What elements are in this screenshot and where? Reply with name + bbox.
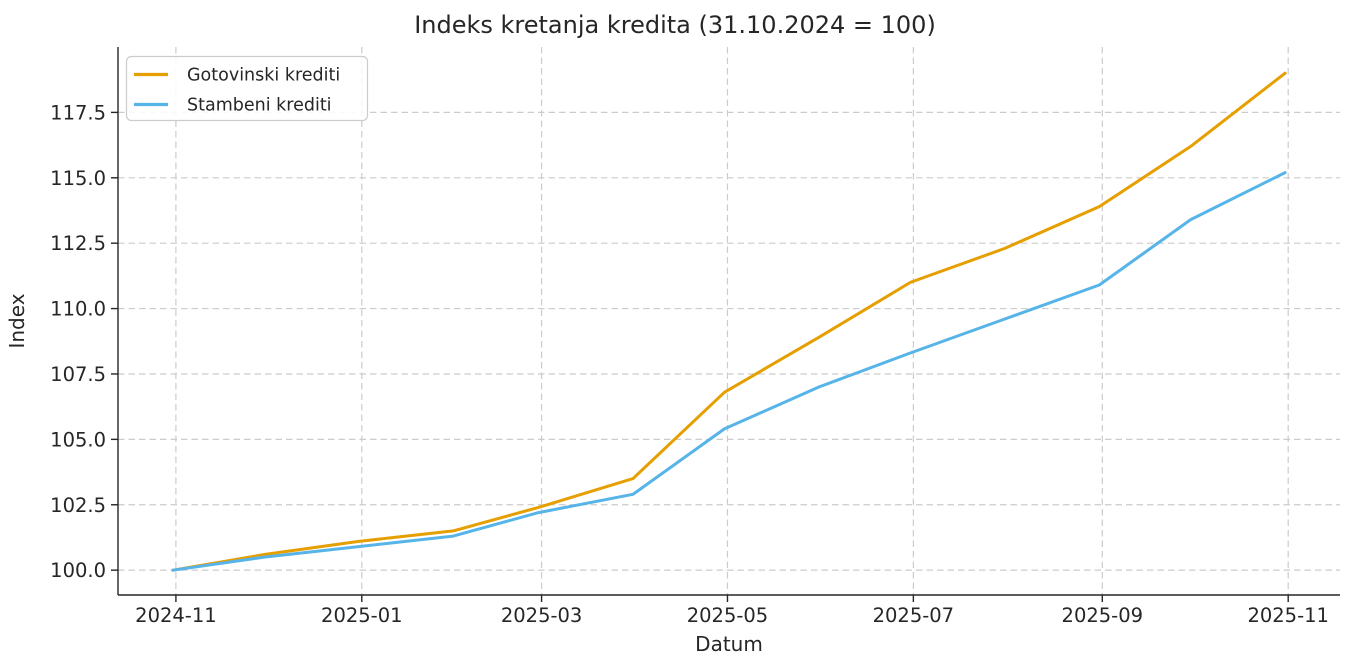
x-tick-label: 2025-09 <box>1062 604 1143 627</box>
y-tick-label: 115.0 <box>50 167 106 190</box>
x-tick-label: 2025-01 <box>321 604 402 627</box>
x-tick-label: 2025-11 <box>1247 604 1328 627</box>
x-tick-label: 2025-07 <box>873 604 954 627</box>
legend-label-gotovinski: Gotovinski krediti <box>187 66 340 86</box>
x-tick-label: 2024-11 <box>135 604 216 627</box>
series-line-gotovinski-krediti <box>171 71 1287 572</box>
series-lines <box>171 71 1287 572</box>
legend: Gotovinski krediti Stambeni krediti <box>125 55 369 122</box>
x-tick-label: 2025-05 <box>687 604 768 627</box>
gridlines <box>118 47 1340 595</box>
axes-spines <box>117 47 1340 596</box>
y-tick-label: 107.5 <box>50 363 106 386</box>
x-axis-label: Datum <box>695 632 763 656</box>
x-tick-label: 2025-03 <box>501 604 582 627</box>
y-tick-label: 102.5 <box>50 494 106 517</box>
axis-ticks <box>111 111 1289 602</box>
chart-title: Indeks kretanja kredita (31.10.2024 = 10… <box>414 11 936 39</box>
axis-tick-labels: 2024-11 2025-01 2025-03 2025-05 2025-07 2025-… <box>50 101 1329 627</box>
y-tick-label: 112.5 <box>50 232 106 255</box>
legend-box <box>125 55 369 122</box>
y-tick-label: 100.0 <box>50 559 106 582</box>
y-tick-label: 105.0 <box>50 428 106 451</box>
legend-label-stambeni: Stambeni krediti <box>187 96 332 116</box>
y-tick-label: 117.5 <box>50 101 106 124</box>
y-tick-label: 110.0 <box>50 298 106 321</box>
y-axis-label: Index <box>5 293 29 348</box>
series-line-stambeni-krediti <box>171 171 1287 572</box>
